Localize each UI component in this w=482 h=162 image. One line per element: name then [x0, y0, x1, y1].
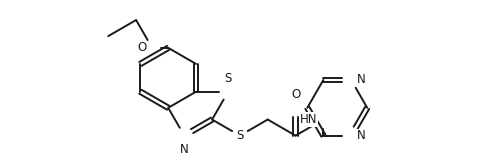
Text: N: N: [357, 129, 365, 142]
Text: O: O: [137, 41, 147, 54]
Text: S: S: [236, 129, 243, 142]
Text: N: N: [357, 74, 365, 87]
Text: S: S: [225, 72, 232, 85]
Text: O: O: [291, 88, 300, 101]
Text: N: N: [180, 143, 188, 156]
Text: HN: HN: [300, 113, 318, 126]
